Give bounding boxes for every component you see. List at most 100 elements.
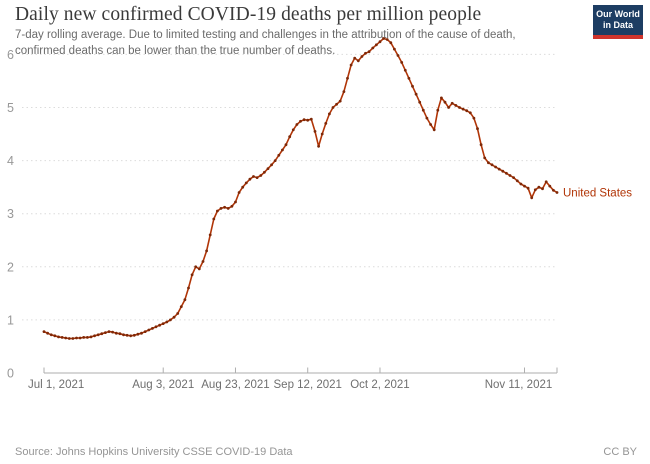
data-point — [295, 123, 299, 126]
data-point — [375, 43, 378, 47]
data-point — [270, 163, 273, 167]
data-point — [342, 90, 346, 93]
data-point — [96, 333, 100, 337]
data-point — [389, 41, 393, 45]
data-point — [533, 188, 537, 192]
data-point — [465, 109, 469, 113]
data-point — [49, 333, 53, 337]
data-point — [306, 118, 310, 122]
data-point — [53, 334, 57, 338]
data-point — [100, 332, 104, 336]
data-point — [479, 143, 483, 147]
data-point — [364, 51, 367, 55]
data-point — [353, 56, 357, 60]
owid-logo-line1: Our World — [596, 9, 640, 19]
x-axis-label: Jul 1, 2021 — [28, 379, 84, 391]
data-point — [483, 156, 487, 160]
data-point — [237, 191, 241, 194]
data-point — [104, 331, 107, 334]
data-point — [461, 107, 465, 111]
data-point — [537, 185, 541, 189]
chart-subtitle: 7-day rolling average. Due to limited te… — [15, 29, 516, 57]
line-chart[interactable]: 0 1 2 3 4 5 6 Jul 1, 2021 Aug 3, 2021 Aug 23, 202… — [0, 0, 650, 395]
data-point — [385, 38, 389, 41]
x-axis-label: Sep 12, 2021 — [274, 379, 342, 391]
data-point — [114, 331, 118, 335]
data-point — [299, 119, 302, 123]
data-point — [67, 337, 71, 340]
data-point — [125, 333, 129, 337]
data-point — [555, 191, 559, 194]
data-point — [393, 47, 396, 51]
data-point — [140, 331, 143, 335]
x-axis-label: Oct 2, 2021 — [350, 379, 409, 391]
data-point — [544, 180, 548, 184]
data-point — [328, 112, 331, 116]
data-point — [367, 50, 371, 54]
data-point — [338, 99, 342, 103]
owid-logo-line2: in Data — [602, 20, 633, 31]
data-point — [118, 332, 122, 336]
data-point — [331, 106, 335, 109]
data-point — [197, 267, 201, 271]
data-point — [82, 336, 86, 339]
data-point — [523, 184, 526, 188]
data-point — [244, 181, 248, 185]
data-point — [284, 143, 288, 147]
data-point — [378, 40, 382, 44]
data-point — [519, 182, 523, 186]
data-point — [122, 333, 125, 337]
data-point — [60, 336, 64, 339]
data-point — [201, 260, 205, 263]
data-point — [356, 59, 360, 63]
data-point — [530, 196, 534, 200]
data-point — [93, 334, 96, 338]
y-axis-labels: 0 1 2 3 4 5 6 — [7, 48, 14, 381]
data-point — [176, 312, 180, 315]
data-point — [158, 323, 162, 327]
data-point — [281, 148, 284, 152]
data-point — [309, 117, 313, 121]
y-axis-label: 6 — [7, 48, 14, 62]
data-point — [360, 55, 364, 58]
data-point — [432, 128, 436, 132]
data-point — [541, 187, 544, 191]
series-label: United States — [563, 187, 632, 199]
data-point — [248, 177, 252, 181]
data-point — [136, 332, 140, 336]
y-axis-label: 1 — [7, 313, 14, 327]
data-point — [494, 165, 497, 169]
data-point — [226, 207, 230, 210]
data-point — [425, 116, 429, 120]
data-point — [411, 84, 414, 88]
data-point — [403, 68, 407, 72]
y-axis-label: 0 — [7, 367, 14, 381]
data-point — [212, 217, 216, 221]
data-point — [151, 327, 154, 330]
data-point — [71, 337, 75, 340]
data-point — [86, 336, 89, 339]
data-point — [183, 298, 187, 302]
data-point — [234, 200, 237, 204]
data-points — [42, 37, 559, 340]
data-point — [476, 127, 479, 131]
y-axis-label: 3 — [7, 207, 14, 221]
y-axis-label: 5 — [7, 101, 14, 115]
data-point — [497, 167, 501, 171]
data-point — [143, 330, 147, 333]
data-point — [429, 123, 432, 126]
data-point — [252, 175, 255, 178]
data-point — [436, 108, 440, 112]
data-point — [447, 106, 450, 109]
data-point — [129, 334, 133, 338]
data-point — [324, 122, 328, 125]
x-axis-label: Aug 3, 2021 — [132, 379, 194, 391]
license-badge[interactable]: CC BY — [603, 446, 637, 458]
owid-logo[interactable]: Our World in Data — [593, 5, 643, 39]
data-point — [490, 163, 494, 167]
data-point — [259, 174, 263, 177]
data-point — [407, 76, 411, 80]
data-point — [526, 186, 530, 190]
data-point — [42, 330, 46, 333]
